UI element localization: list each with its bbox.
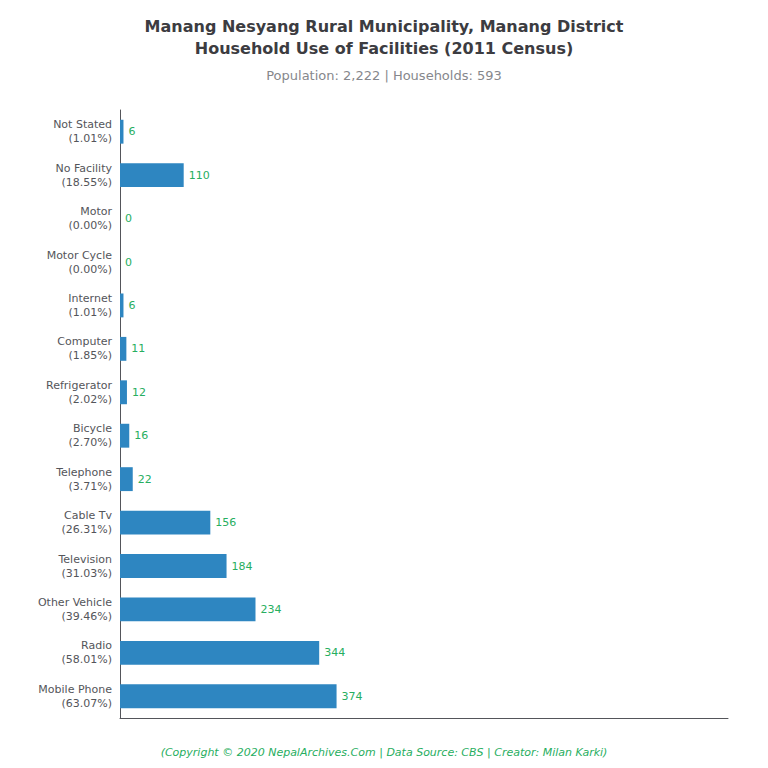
svg-text:11: 11 xyxy=(131,342,145,355)
svg-text:(0.00%): (0.00%) xyxy=(68,219,112,232)
svg-text:Bicycle: Bicycle xyxy=(73,422,112,435)
svg-text:Television: Television xyxy=(58,553,113,566)
svg-text:156: 156 xyxy=(215,516,236,529)
svg-text:Radio: Radio xyxy=(81,639,112,652)
svg-text:Computer: Computer xyxy=(57,335,112,348)
svg-text:Refrigerator: Refrigerator xyxy=(46,379,112,392)
svg-text:(18.55%): (18.55%) xyxy=(61,176,112,189)
svg-text:(0.00%): (0.00%) xyxy=(68,263,112,276)
svg-text:234: 234 xyxy=(260,603,281,616)
svg-text:(1.85%): (1.85%) xyxy=(68,349,112,362)
svg-text:Telephone: Telephone xyxy=(55,466,112,479)
svg-text:110: 110 xyxy=(189,169,210,182)
svg-text:(63.07%): (63.07%) xyxy=(61,697,112,710)
svg-text:Population: 2,222 | Households: Population: 2,222 | Households: 593 xyxy=(266,68,502,83)
svg-text:Internet: Internet xyxy=(68,292,112,305)
svg-text:12: 12 xyxy=(132,386,146,399)
svg-text:22: 22 xyxy=(138,473,152,486)
svg-text:(2.02%): (2.02%) xyxy=(68,393,112,406)
svg-text:Mobile Phone: Mobile Phone xyxy=(38,683,112,696)
svg-text:Manang Nesyang Rural Municipal: Manang Nesyang Rural Municipality, Manan… xyxy=(145,17,624,36)
svg-text:6: 6 xyxy=(128,299,135,312)
svg-text:374: 374 xyxy=(342,690,363,703)
svg-text:(1.01%): (1.01%) xyxy=(68,132,112,145)
svg-text:184: 184 xyxy=(232,560,253,573)
svg-text:(1.01%): (1.01%) xyxy=(68,306,112,319)
svg-text:No Facility: No Facility xyxy=(55,162,112,175)
svg-text:(2.70%): (2.70%) xyxy=(68,436,112,449)
svg-text:Not Stated: Not Stated xyxy=(53,118,112,131)
svg-text:Household Use of Facilities (2: Household Use of Facilities (2011 Census… xyxy=(195,39,573,58)
svg-text:(3.71%): (3.71%) xyxy=(68,480,112,493)
svg-text:Other Vehicle: Other Vehicle xyxy=(38,596,112,609)
svg-text:Motor: Motor xyxy=(80,205,112,218)
svg-text:0: 0 xyxy=(125,256,132,269)
svg-text:Motor Cycle: Motor Cycle xyxy=(47,249,113,262)
svg-text:6: 6 xyxy=(128,125,135,138)
svg-text:344: 344 xyxy=(324,646,345,659)
svg-text:(26.31%): (26.31%) xyxy=(61,523,112,536)
svg-text:0: 0 xyxy=(125,212,132,225)
svg-text:(58.01%): (58.01%) xyxy=(61,653,112,666)
svg-text:(Copyright © 2020 NepalArchive: (Copyright © 2020 NepalArchives.Com | Da… xyxy=(161,746,608,759)
svg-text:(39.46%): (39.46%) xyxy=(61,610,112,623)
svg-text:Cable Tv: Cable Tv xyxy=(64,509,112,522)
svg-text:(31.03%): (31.03%) xyxy=(61,567,112,580)
svg-text:16: 16 xyxy=(134,429,148,442)
